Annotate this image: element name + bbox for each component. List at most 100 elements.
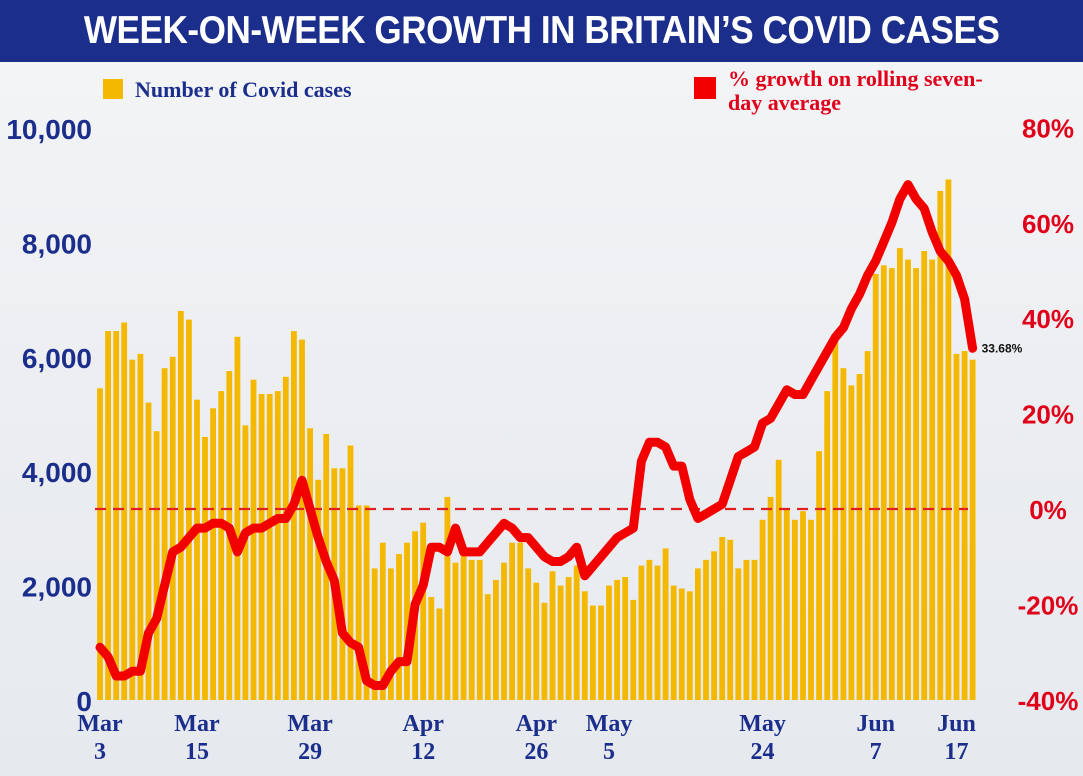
bar xyxy=(816,451,822,700)
bar-series xyxy=(97,179,976,700)
bar xyxy=(452,562,459,700)
right-tick-label: -40% xyxy=(1018,686,1079,716)
bar xyxy=(194,399,200,700)
bar xyxy=(581,591,588,700)
bar xyxy=(767,496,774,700)
bar xyxy=(113,331,120,700)
bar xyxy=(711,551,717,700)
x-tick-month: Jun xyxy=(937,711,976,737)
bar xyxy=(282,376,289,700)
bar xyxy=(646,559,653,700)
bar xyxy=(153,431,160,700)
bar xyxy=(355,505,362,700)
bar xyxy=(953,353,960,700)
legend-item-growth: % growth on rolling seven-day average xyxy=(694,67,988,115)
bar xyxy=(428,597,435,700)
bar xyxy=(703,559,709,700)
bar xyxy=(824,391,831,700)
bar xyxy=(840,368,847,700)
right-tick-label: 40% xyxy=(1022,304,1074,334)
bar xyxy=(299,339,305,700)
legend-label-growth: % growth on rolling seven-day average xyxy=(728,66,983,115)
bar xyxy=(129,359,136,700)
bar xyxy=(493,579,499,700)
bar xyxy=(379,542,386,700)
x-tick-day: 7 xyxy=(870,739,882,765)
bar xyxy=(557,585,564,700)
bar xyxy=(169,356,176,700)
bar xyxy=(614,579,620,700)
bar xyxy=(315,479,322,700)
bar xyxy=(291,331,297,700)
bar xyxy=(274,391,281,700)
x-tick-month: May xyxy=(586,711,633,737)
bar xyxy=(388,568,394,700)
bar xyxy=(533,582,540,700)
bar xyxy=(800,511,806,700)
bar xyxy=(137,353,144,700)
bar xyxy=(945,179,952,700)
bar xyxy=(509,542,515,700)
bar xyxy=(743,559,750,700)
right-tick-label: -20% xyxy=(1018,590,1079,620)
bar xyxy=(202,436,208,700)
growth-line-series: 33.68% xyxy=(95,180,1023,690)
bar xyxy=(541,602,548,700)
bar xyxy=(161,368,168,700)
x-tick-month: Mar xyxy=(77,711,123,737)
bar xyxy=(670,585,677,700)
bar xyxy=(695,568,701,700)
bar xyxy=(573,565,580,700)
right-axis: -40% -20% 0% 20% 40% 60% 80% xyxy=(1018,113,1079,715)
bar xyxy=(404,542,410,700)
x-tick-day: 26 xyxy=(524,739,548,765)
bar xyxy=(832,333,839,700)
bar xyxy=(525,568,532,700)
bar xyxy=(444,496,451,700)
bar xyxy=(897,248,903,700)
bar xyxy=(888,268,895,700)
bar xyxy=(961,351,968,700)
bar xyxy=(484,594,491,700)
bar xyxy=(250,379,257,700)
x-tick-month: Jun xyxy=(856,711,895,737)
x-tick-day: 24 xyxy=(751,739,775,765)
bar xyxy=(549,571,556,700)
bar xyxy=(719,537,726,700)
x-tick-day: 3 xyxy=(94,739,106,765)
bar xyxy=(606,585,612,700)
bar xyxy=(662,548,669,700)
bar xyxy=(905,259,911,700)
bar xyxy=(242,425,249,700)
bar xyxy=(371,568,378,700)
bar xyxy=(727,539,734,700)
bar xyxy=(105,331,111,700)
bar xyxy=(686,591,693,700)
bar xyxy=(792,519,798,700)
bar xyxy=(598,605,604,700)
right-tick-label: 60% xyxy=(1022,209,1074,239)
bar xyxy=(872,273,879,700)
x-axis: Mar3Mar15Mar29Apr12Apr26May5May24Jun7Jun… xyxy=(77,711,975,765)
bar xyxy=(735,568,742,700)
legend-swatch-growth xyxy=(694,77,716,99)
right-tick-label: 20% xyxy=(1022,400,1074,430)
bar xyxy=(565,577,572,700)
bar xyxy=(307,428,313,700)
x-tick-day: 5 xyxy=(603,739,615,765)
x-tick-month: Apr xyxy=(516,711,558,737)
bar xyxy=(97,388,103,700)
bar xyxy=(218,391,225,700)
growth-end-label: 33.68% xyxy=(982,341,1023,355)
bar xyxy=(775,459,782,700)
right-tick-label: 0% xyxy=(1029,495,1067,525)
bar xyxy=(266,394,273,700)
title-bar: WEEK-ON-WEEK GROWTH IN BRITAIN’S COVID C… xyxy=(0,0,1083,62)
x-tick-day: 29 xyxy=(298,739,322,765)
bar xyxy=(436,608,443,700)
bar xyxy=(880,265,887,700)
bar xyxy=(339,468,346,700)
left-tick-label: 0 xyxy=(76,686,92,717)
x-tick-day: 15 xyxy=(185,739,209,765)
bar xyxy=(590,605,596,700)
